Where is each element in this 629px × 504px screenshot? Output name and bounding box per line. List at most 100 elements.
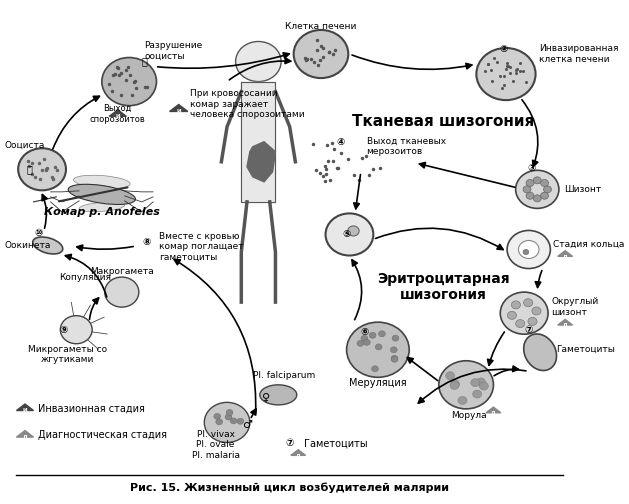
- Text: Разрушение
ооцисты: Разрушение ооцисты: [145, 41, 203, 60]
- Text: ⑪: ⑪: [26, 164, 32, 174]
- Text: Д: Д: [491, 411, 496, 416]
- Circle shape: [500, 292, 548, 334]
- Text: ⑧: ⑧: [142, 237, 150, 247]
- Text: И: И: [116, 114, 120, 119]
- Circle shape: [472, 390, 482, 398]
- Text: Инвазированная
клетка печени: Инвазированная клетка печени: [539, 44, 618, 64]
- Text: Pl. vivax
Pl. ovale
Pl. malaria: Pl. vivax Pl. ovale Pl. malaria: [192, 430, 240, 460]
- Text: ⑦: ⑦: [286, 438, 294, 449]
- Circle shape: [543, 186, 552, 193]
- Circle shape: [348, 226, 359, 236]
- Ellipse shape: [260, 385, 297, 405]
- Text: ⑩: ⑩: [34, 228, 42, 238]
- Circle shape: [392, 335, 399, 341]
- Circle shape: [508, 311, 516, 320]
- Ellipse shape: [524, 334, 557, 370]
- Circle shape: [516, 170, 559, 208]
- Circle shape: [391, 356, 398, 362]
- Circle shape: [230, 418, 237, 424]
- Circle shape: [476, 48, 535, 100]
- Circle shape: [379, 331, 386, 337]
- Polygon shape: [109, 110, 126, 116]
- Text: ③: ③: [528, 163, 536, 173]
- Ellipse shape: [33, 237, 63, 254]
- Circle shape: [347, 322, 409, 377]
- Text: Клетка печени: Клетка печени: [286, 23, 357, 31]
- Text: ⑦: ⑦: [525, 325, 533, 335]
- FancyBboxPatch shape: [5, 2, 574, 502]
- Text: Тканевая шизогония: Тканевая шизогония: [352, 114, 535, 129]
- Circle shape: [458, 397, 467, 404]
- Circle shape: [204, 402, 250, 443]
- Circle shape: [357, 340, 364, 346]
- Circle shape: [214, 413, 221, 419]
- Circle shape: [391, 347, 397, 353]
- Circle shape: [391, 355, 398, 361]
- Circle shape: [439, 361, 493, 409]
- Polygon shape: [170, 104, 188, 111]
- Circle shape: [518, 240, 539, 259]
- Circle shape: [533, 195, 542, 202]
- Text: ②: ②: [499, 44, 507, 54]
- Circle shape: [507, 230, 550, 269]
- Circle shape: [102, 57, 157, 106]
- Text: Стадия кольца: Стадия кольца: [554, 240, 625, 249]
- Polygon shape: [291, 450, 306, 455]
- Polygon shape: [242, 82, 276, 202]
- Ellipse shape: [79, 202, 125, 212]
- Circle shape: [326, 213, 374, 256]
- Text: Д: Д: [563, 323, 567, 328]
- Text: ④: ④: [337, 137, 345, 147]
- Circle shape: [526, 192, 534, 199]
- Text: ♂: ♂: [242, 420, 252, 430]
- Ellipse shape: [74, 175, 130, 188]
- Circle shape: [540, 179, 548, 186]
- Circle shape: [237, 418, 244, 424]
- Ellipse shape: [68, 184, 135, 205]
- Circle shape: [364, 339, 370, 345]
- Circle shape: [476, 378, 486, 386]
- Polygon shape: [16, 404, 33, 411]
- Text: И: И: [23, 408, 27, 413]
- Text: Гаметоциты: Гаметоциты: [304, 438, 367, 449]
- Text: Диагностическая стадия: Диагностическая стадия: [38, 430, 167, 440]
- Circle shape: [216, 419, 223, 425]
- Text: Эритроцитарная
шизогония: Эритроцитарная шизогония: [377, 272, 509, 302]
- Circle shape: [511, 301, 520, 309]
- Circle shape: [540, 192, 548, 199]
- Text: Вместе с кровью
комар поглащает
гаметоциты: Вместе с кровью комар поглащает гаметоци…: [159, 232, 243, 262]
- Circle shape: [294, 30, 348, 78]
- Text: Выход тканевых
мерозоитов: Выход тканевых мерозоитов: [367, 137, 445, 156]
- Text: Д: Д: [23, 435, 28, 440]
- Polygon shape: [558, 250, 572, 257]
- Circle shape: [528, 318, 537, 326]
- Circle shape: [369, 332, 376, 338]
- Text: ⑥: ⑥: [360, 327, 369, 337]
- Circle shape: [225, 414, 232, 420]
- Text: И: И: [176, 109, 181, 114]
- Circle shape: [523, 186, 531, 193]
- Text: Комар р. Anofeles: Комар р. Anofeles: [44, 207, 160, 217]
- Circle shape: [479, 382, 488, 390]
- Polygon shape: [16, 430, 33, 437]
- Circle shape: [372, 366, 379, 372]
- Text: ⑨: ⑨: [59, 325, 67, 335]
- Circle shape: [376, 344, 382, 350]
- Text: Рис. 15. Жизненный цикл возбудителей малярии: Рис. 15. Жизненный цикл возбудителей мал…: [130, 482, 449, 492]
- Text: Ооциста: Ооциста: [5, 141, 45, 150]
- Polygon shape: [486, 407, 501, 413]
- Text: ♀: ♀: [262, 392, 270, 402]
- Text: Копуляция: Копуляция: [58, 273, 111, 282]
- Text: ⑫: ⑫: [142, 56, 147, 67]
- Circle shape: [532, 307, 541, 315]
- Circle shape: [445, 371, 455, 380]
- Text: Морула: Морула: [451, 411, 487, 420]
- Text: Pl. falciparum: Pl. falciparum: [253, 371, 315, 380]
- Text: Гаметоциты: Гаметоциты: [556, 345, 615, 354]
- Circle shape: [18, 148, 66, 191]
- Circle shape: [60, 316, 92, 344]
- Circle shape: [470, 379, 480, 387]
- Text: Д: Д: [563, 255, 567, 260]
- Text: Д: Д: [296, 454, 301, 459]
- Circle shape: [523, 249, 529, 255]
